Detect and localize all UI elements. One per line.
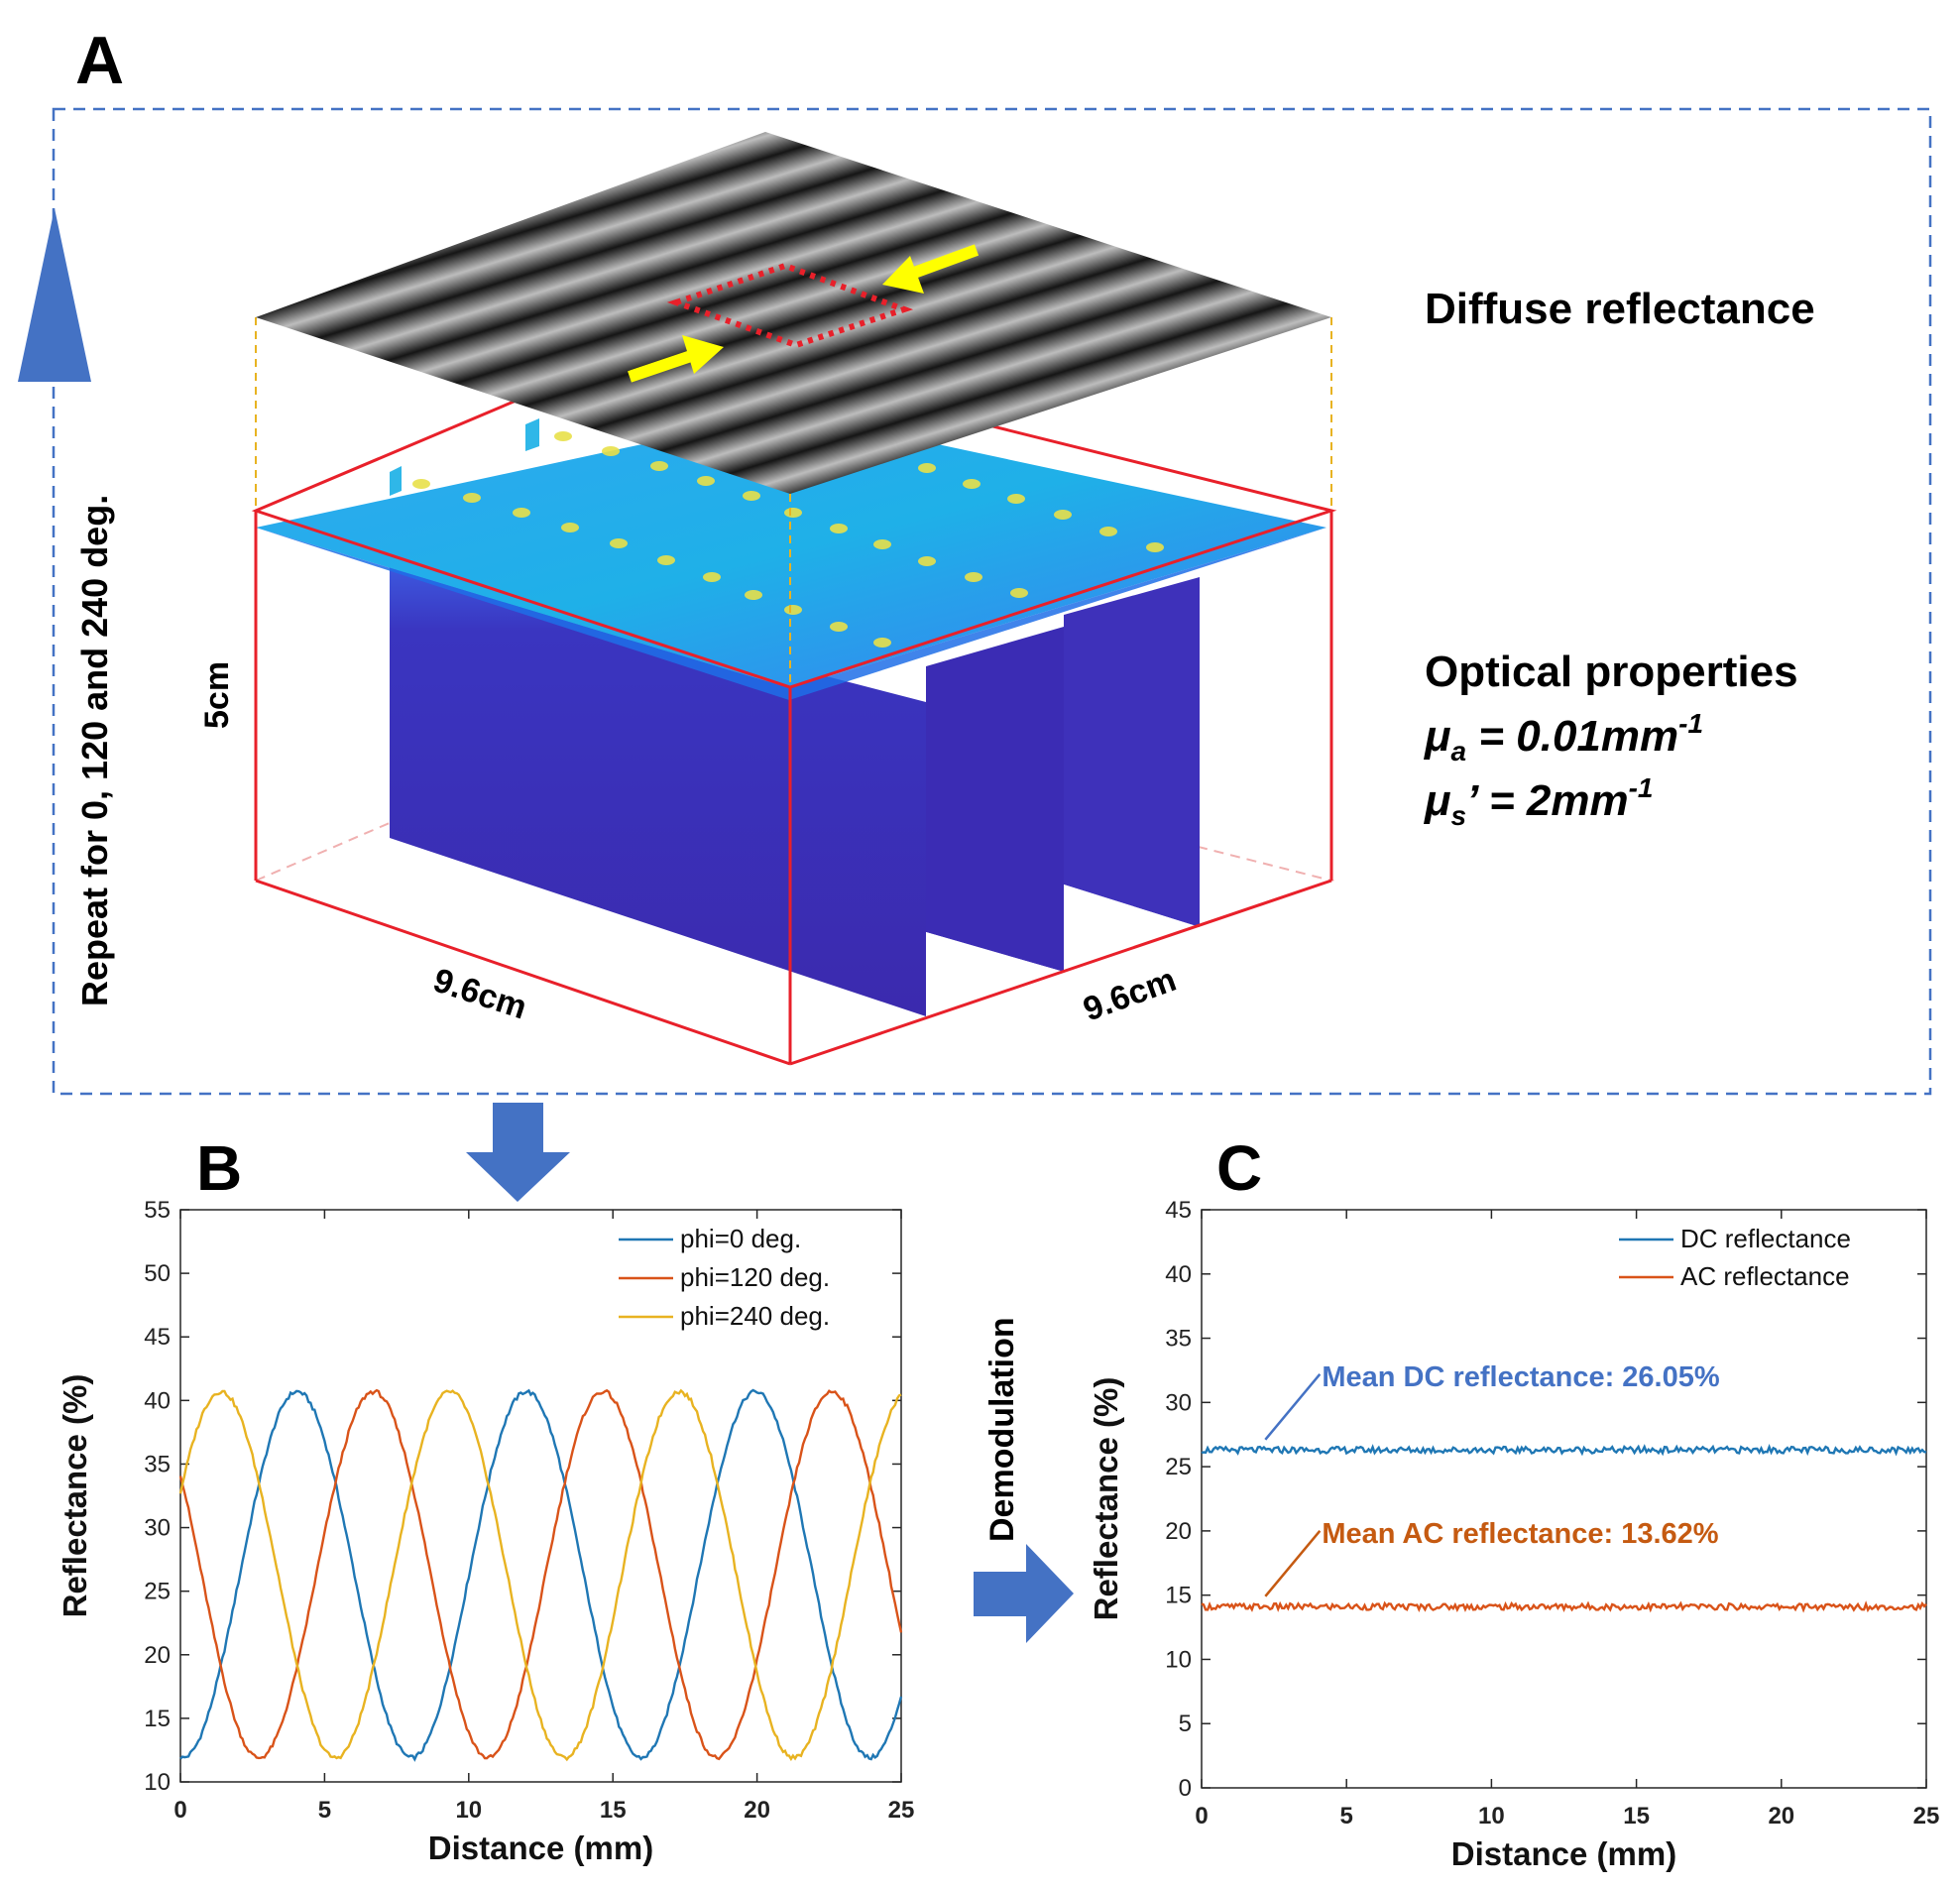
roi-arrow-right-icon <box>628 335 724 383</box>
roi-box <box>666 262 914 349</box>
slab-step-1 <box>926 627 1064 972</box>
x-tick-label: 20 <box>1768 1803 1794 1830</box>
x-tick-label: 15 <box>1623 1803 1650 1830</box>
y-tick-label: 50 <box>144 1260 171 1287</box>
series-line <box>1201 1600 1927 1613</box>
x-tick-label: 20 <box>744 1797 770 1824</box>
x-tick-label: 5 <box>318 1797 331 1824</box>
mu-s-eq: ’ = 2mm <box>1466 776 1628 825</box>
y-axis-label: Reflectance (%) <box>1088 1377 1124 1621</box>
y-tick-label: 10 <box>1165 1646 1192 1673</box>
slab-step-2 <box>1064 577 1200 927</box>
y-tick-label: 45 <box>144 1324 171 1351</box>
projection-guides <box>255 317 1332 687</box>
mu-s-value: μs’ = 2mm-1 <box>1423 772 1653 831</box>
x-tick-label: 10 <box>1478 1803 1505 1830</box>
down-arrow-icon <box>466 1103 570 1202</box>
demodulation-label: Demodulation <box>983 1317 1021 1542</box>
x-tick-label: 0 <box>173 1797 186 1824</box>
panel-c-letter: C <box>1216 1132 1262 1204</box>
mu-a-sub: a <box>1451 736 1467 767</box>
plot-area <box>179 1209 902 1783</box>
mu-a-eq: = 0.01mm <box>1466 712 1678 761</box>
slab-step-gap-1 <box>926 932 1064 1016</box>
y-tick-label: 35 <box>144 1451 171 1477</box>
y-tick-label: 40 <box>144 1387 171 1414</box>
x-tick-label: 25 <box>1913 1803 1940 1830</box>
y-tick-label: 30 <box>144 1515 171 1542</box>
fluence-ridge-1 <box>390 466 402 496</box>
reflectance-image <box>256 132 1331 494</box>
dim-width-right: 9.6cm <box>1079 961 1182 1029</box>
x-tick-label: 5 <box>1340 1803 1353 1830</box>
mu-s-sub: s <box>1451 800 1467 831</box>
y-tick-label: 40 <box>1165 1261 1192 1288</box>
x-tick-label: 15 <box>600 1797 627 1824</box>
roi-arrow-left-icon <box>882 244 980 294</box>
mu-a-exp: -1 <box>1678 708 1703 739</box>
up-arrow-icon <box>18 208 91 382</box>
diffuse-reflectance-label: Diffuse reflectance <box>1425 285 1815 333</box>
annotation-leader <box>1264 1372 1322 1441</box>
right-arrow-icon <box>974 1544 1074 1643</box>
mu-a-symbol: μ <box>1423 712 1451 761</box>
y-axis-label: Reflectance (%) <box>57 1374 93 1618</box>
annotation-text: Mean AC reflectance: 13.62% <box>1322 1518 1718 1550</box>
plot-area <box>1201 1209 1927 1789</box>
slab-step-gap-2 <box>1064 885 1200 972</box>
legend-entry: phi=120 deg. <box>680 1262 830 1292</box>
series-line <box>178 1388 902 1762</box>
dim-depth: 5cm <box>198 661 236 729</box>
annotation-leader <box>1264 1530 1322 1597</box>
x-axis-label: Distance (mm) <box>428 1830 653 1866</box>
chart-c: 0 5 10 15 20 25 30 35 40 45 0 5 10 15 20 25 Distance (mm… <box>1088 1197 1939 1872</box>
y-tick-label: 5 <box>1179 1711 1192 1737</box>
panel-b-letter: B <box>196 1132 242 1204</box>
x-tick-label: 10 <box>455 1797 482 1824</box>
mu-a-value: μa = 0.01mm-1 <box>1423 708 1703 767</box>
optical-properties-title: Optical properties <box>1425 648 1798 696</box>
annotation-text: Mean DC reflectance: 26.05% <box>1322 1361 1720 1393</box>
y-tick-label: 25 <box>1165 1454 1192 1480</box>
y-tick-label: 20 <box>1165 1518 1192 1545</box>
series-line <box>1201 1444 1927 1457</box>
legend-entry: phi=0 deg. <box>680 1224 801 1253</box>
y-tick-label: 45 <box>1165 1197 1192 1224</box>
x-tick-label: 25 <box>888 1797 915 1824</box>
y-tick-label: 10 <box>144 1769 171 1796</box>
y-tick-label: 0 <box>1179 1775 1192 1802</box>
panel-a-dashed-frame <box>52 107 1932 1096</box>
y-tick-label: 15 <box>1165 1583 1192 1609</box>
legend-entry: phi=240 deg. <box>680 1301 830 1331</box>
fluence-hotspots <box>412 431 1164 648</box>
repeat-note: Repeat for 0, 120 and 240 deg. <box>74 495 115 1006</box>
chart-b: 10 15 20 25 30 35 40 45 50 55 0 5 10 15 20 25 Distance (… <box>57 1197 914 1866</box>
mu-s-symbol: μ <box>1423 776 1451 825</box>
fluence-ridge-2 <box>525 418 539 451</box>
legend-entry: DC reflectance <box>1680 1224 1851 1253</box>
x-tick-label: 0 <box>1195 1803 1208 1830</box>
y-tick-label: 35 <box>1165 1326 1192 1353</box>
y-tick-label: 15 <box>144 1706 171 1732</box>
panel-a-letter: A <box>75 23 124 98</box>
series-line <box>179 1388 903 1762</box>
y-tick-label: 55 <box>144 1197 171 1224</box>
x-axis-label: Distance (mm) <box>1451 1835 1676 1872</box>
y-tick-label: 30 <box>1165 1389 1192 1416</box>
y-tick-label: 20 <box>144 1642 171 1669</box>
legend-entry: AC reflectance <box>1680 1261 1850 1291</box>
mu-s-exp: -1 <box>1629 772 1654 803</box>
series-line <box>178 1388 903 1761</box>
y-tick-label: 25 <box>144 1579 171 1605</box>
